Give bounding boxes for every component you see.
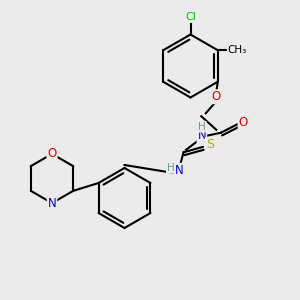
Text: Cl: Cl (185, 12, 196, 22)
Text: S: S (206, 138, 214, 151)
Text: H: H (198, 122, 206, 132)
Text: O: O (239, 116, 248, 129)
Text: H: H (167, 163, 175, 173)
Text: CH₃: CH₃ (228, 45, 247, 55)
Text: N: N (175, 164, 184, 177)
Text: O: O (47, 147, 57, 160)
Text: N: N (48, 197, 56, 210)
Text: N: N (197, 129, 206, 142)
Text: O: O (212, 90, 221, 103)
